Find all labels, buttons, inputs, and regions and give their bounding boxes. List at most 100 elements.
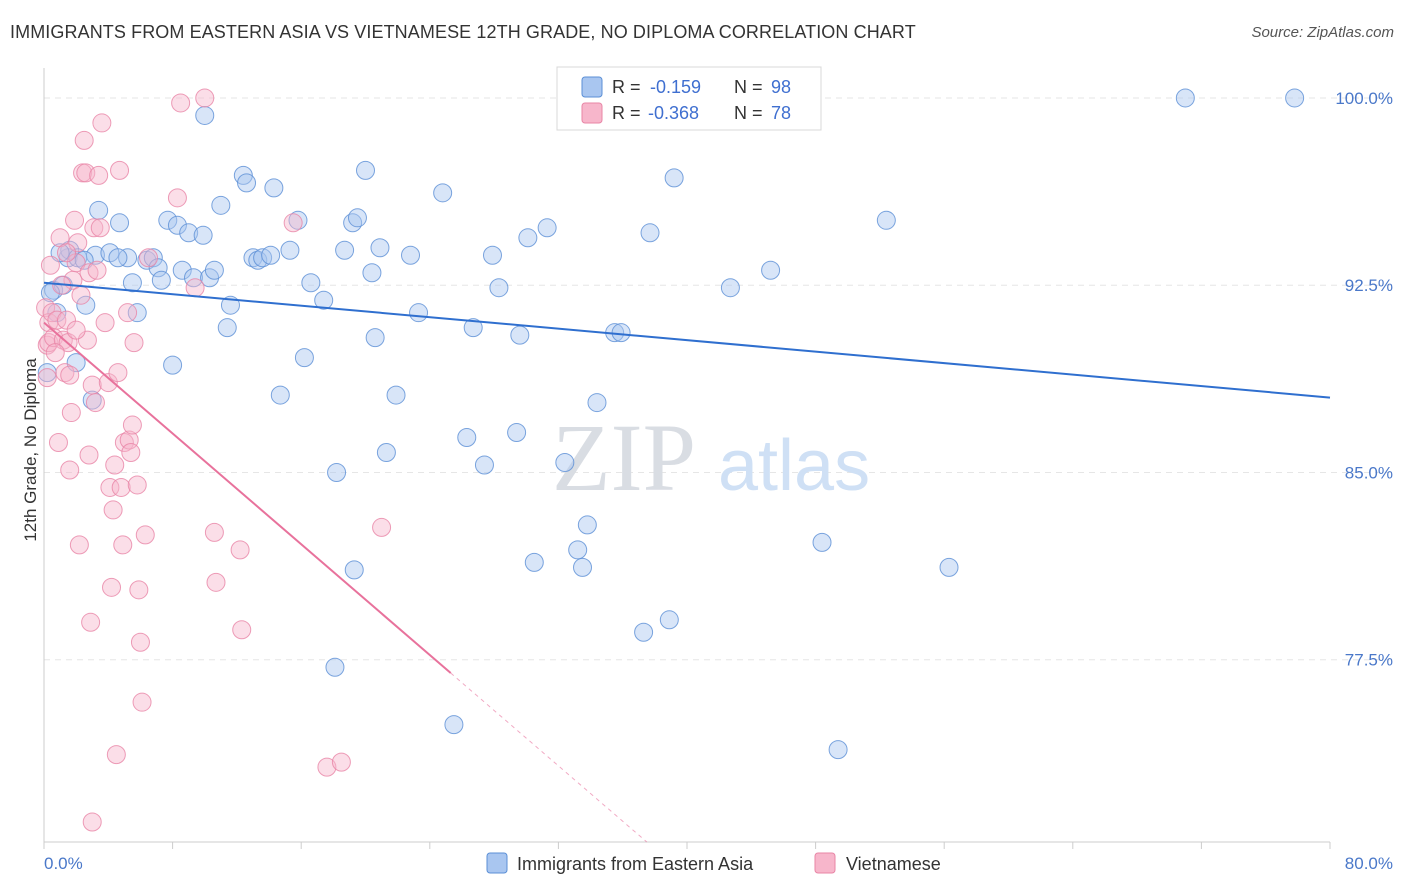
vietnamese-point — [127, 475, 147, 495]
eastern-asia-point — [409, 303, 429, 323]
source-label: Source: ZipAtlas.com — [1251, 24, 1394, 41]
vietnamese-point — [171, 93, 191, 113]
eastern-asia-point — [347, 208, 367, 228]
eastern-asia-point — [720, 278, 740, 298]
eastern-asia-point — [507, 423, 527, 443]
vietnamese-point — [111, 477, 131, 497]
vietnamese-point — [40, 255, 60, 275]
vietnamese-point — [66, 253, 86, 273]
vietnamese-point — [195, 88, 215, 108]
watermark: ZIP atlas — [552, 404, 870, 511]
eastern-asia-point — [433, 183, 453, 203]
vietnamese-point — [103, 500, 123, 520]
bottom-legend: Immigrants from Eastern Asia Vietnamese — [486, 852, 941, 874]
vietnamese-point — [113, 535, 133, 555]
vietnamese-point — [102, 577, 122, 597]
eastern-asia-trend-line — [43, 281, 1331, 399]
eastern-asia-point — [248, 250, 268, 270]
legend-r-label-1: R = — [612, 77, 641, 97]
vietnamese-point — [122, 415, 142, 435]
eastern-asia-point — [761, 260, 781, 280]
x-tick-label-min: 0.0% — [44, 854, 83, 873]
legend-n-label-1: N = — [734, 77, 763, 97]
eastern-asia-point — [270, 385, 290, 405]
x-tick-label-max: 80.0% — [1345, 854, 1393, 873]
vietnamese-point — [69, 535, 89, 555]
legend-r-value-2: -0.368 — [648, 103, 699, 123]
eastern-asia-point — [489, 278, 509, 298]
vietnamese-point — [232, 620, 252, 640]
bottom-legend-label-1: Immigrants from Eastern Asia — [517, 854, 754, 874]
eastern-asia-point — [179, 223, 199, 243]
eastern-asia-point — [122, 273, 142, 293]
eastern-asia-point — [640, 223, 660, 243]
vietnamese-point — [60, 365, 80, 385]
eastern-asia-point — [376, 443, 396, 463]
vietnamese-point — [87, 260, 107, 280]
trend-lines — [43, 281, 1331, 843]
eastern-asia-point — [939, 557, 959, 577]
vietnamese-point — [119, 430, 139, 450]
legend-n-value-1: 98 — [771, 77, 791, 97]
eastern-asia-point — [482, 245, 502, 265]
vietnamese-point — [121, 443, 141, 463]
vietnamese-point — [110, 160, 130, 180]
vietnamese-point — [185, 278, 205, 298]
vietnamese-point — [45, 343, 65, 363]
vietnamese-point — [81, 612, 101, 632]
eastern-asia-point — [294, 348, 314, 368]
y-tick-label: 100.0% — [1335, 89, 1393, 108]
eastern-asia-point — [143, 248, 163, 268]
vietnamese-point — [48, 433, 68, 453]
eastern-asia-point — [568, 540, 588, 560]
eastern-asia-point — [876, 210, 896, 230]
vietnamese-point — [71, 285, 91, 305]
eastern-asia-point — [314, 290, 334, 310]
eastern-asia-point — [261, 245, 281, 265]
vietnamese-point — [79, 263, 99, 283]
vietnamese-point — [331, 752, 351, 772]
legend-swatch-2 — [581, 102, 603, 124]
vietnamese-trend-line-extension — [450, 672, 648, 843]
eastern-asia-point — [183, 268, 203, 288]
eastern-asia-point — [474, 455, 494, 475]
bottom-legend-label-2: Vietnamese — [846, 854, 941, 874]
eastern-asia-point — [264, 178, 284, 198]
eastern-asia-point — [555, 452, 575, 472]
vietnamese-point — [84, 218, 104, 238]
eastern-asia-point — [634, 622, 654, 642]
eastern-asia-point — [587, 393, 607, 413]
vietnamese-point — [95, 313, 115, 333]
eastern-asia-point — [217, 318, 237, 338]
vietnamese-point — [57, 310, 77, 330]
chart-title: IMMIGRANTS FROM EASTERN ASIA VS VIETNAME… — [10, 22, 916, 42]
vietnamese-point — [57, 243, 77, 263]
eastern-asia-point — [148, 258, 168, 278]
eastern-asia-point — [193, 225, 213, 245]
vietnamese-point — [98, 373, 118, 393]
eastern-asia-point — [47, 303, 67, 323]
legend-n-label-2: N = — [734, 103, 763, 123]
eastern-asia-point — [659, 610, 679, 630]
vietnamese-point — [82, 375, 102, 395]
y-tick-label: 77.5% — [1345, 651, 1393, 670]
eastern-asia-point — [457, 428, 477, 448]
eastern-asia-point — [356, 160, 375, 180]
vietnamese-point — [61, 403, 81, 423]
vietnamese-point — [283, 213, 303, 233]
points — [36, 88, 1305, 832]
eastern-asia-point — [828, 740, 848, 760]
vietnamese-point — [124, 333, 144, 353]
vietnamese-trend-line — [43, 321, 452, 674]
legend-n-value-2: 78 — [771, 103, 791, 123]
vietnamese-point — [118, 303, 138, 323]
eastern-asia-point — [253, 248, 273, 268]
vietnamese-point — [60, 460, 80, 480]
eastern-asia-point — [577, 515, 597, 535]
watermark-atlas: atlas — [718, 426, 870, 506]
vietnamese-point — [204, 522, 224, 542]
eastern-asia-point — [158, 210, 178, 230]
eastern-asia-point — [344, 560, 364, 580]
vietnamese-point — [79, 445, 99, 465]
eastern-asia-point — [127, 303, 147, 323]
